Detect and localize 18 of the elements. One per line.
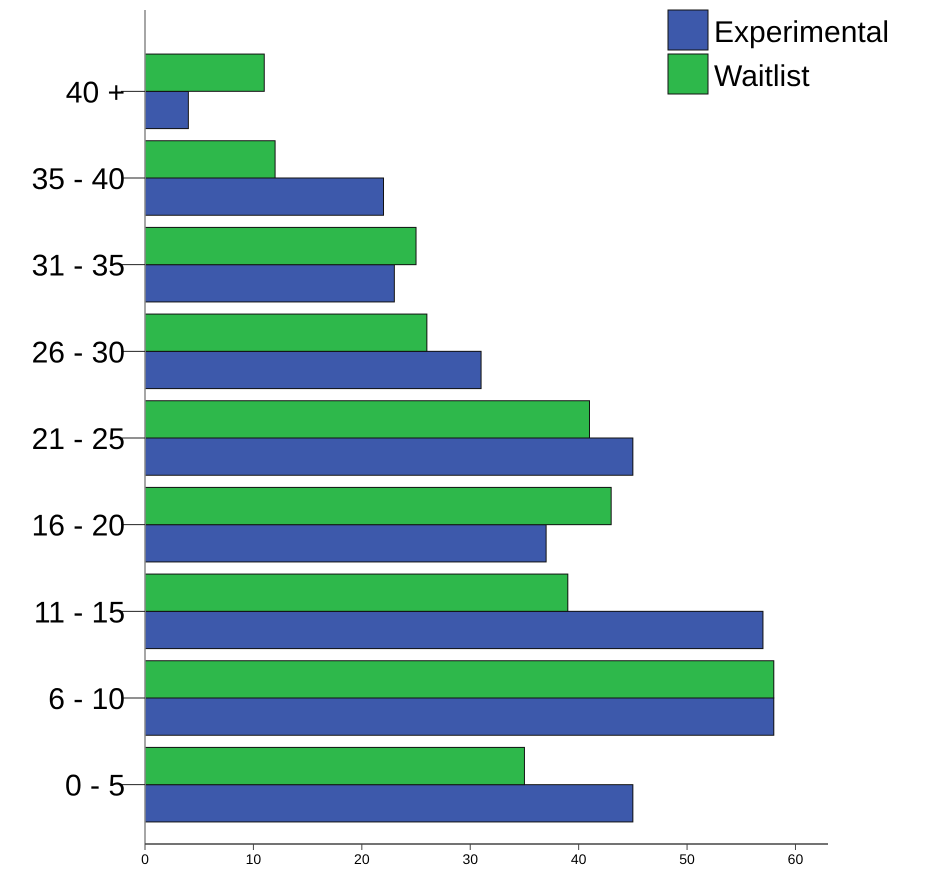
y-tick-label: 35 - 40 bbox=[32, 163, 125, 196]
x-tick-label: 50 bbox=[679, 851, 696, 867]
legend-label: Experimental bbox=[714, 16, 890, 49]
x-tick-label: 30 bbox=[462, 851, 478, 867]
y-tick-label: 0 - 5 bbox=[64, 770, 125, 803]
x-tick-label: 40 bbox=[570, 851, 587, 867]
x-tick-label: 60 bbox=[788, 851, 804, 867]
y-tick-label: 31 - 35 bbox=[32, 250, 125, 283]
y-tick-label: 26 - 30 bbox=[32, 336, 125, 370]
y-tick-label: 6 - 10 bbox=[48, 683, 125, 716]
y-tick-label: 40 + bbox=[66, 76, 125, 110]
x-tick-label: 20 bbox=[354, 851, 370, 867]
x-tick-label: 0 bbox=[141, 851, 150, 867]
legend-label: Waitlist bbox=[714, 60, 810, 93]
x-tick-label: 10 bbox=[246, 851, 262, 867]
y-tick-label: 16 - 20 bbox=[32, 510, 125, 543]
y-tick-label: 21 - 25 bbox=[32, 423, 125, 456]
y-tick-label: 11 - 15 bbox=[34, 596, 125, 630]
